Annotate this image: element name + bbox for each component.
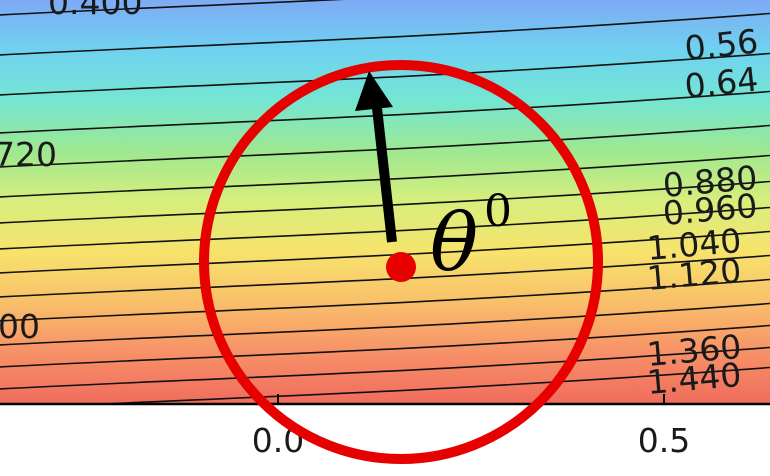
contour-label: 1.040	[645, 221, 743, 268]
svg-text:720: 720	[0, 135, 57, 174]
contour-line	[0, 254, 770, 298]
theta-point	[386, 252, 416, 282]
svg-text:0.960: 0.960	[661, 186, 759, 233]
contour-line	[0, 278, 770, 322]
gradient-arrow-shaft	[372, 107, 397, 243]
contour-label: 720	[0, 135, 57, 174]
contour-label: 0.56	[683, 21, 760, 67]
contour-line	[0, 180, 770, 224]
contour-line	[0, 90, 770, 134]
gradient-arrow-head	[355, 71, 393, 111]
contour-line	[0, 0, 346, 16]
contour-label: 1.360	[645, 327, 743, 374]
contour-label: 1.120	[645, 251, 743, 298]
contour-lines	[0, 0, 770, 404]
contour-line	[0, 124, 770, 168]
contour-line	[0, 206, 770, 250]
svg-text:00: 00	[0, 307, 40, 346]
theta-symbol: θ	[430, 196, 478, 289]
svg-text:1.120: 1.120	[645, 251, 743, 298]
contour-label: 0.880	[661, 158, 759, 205]
contour-line	[0, 154, 770, 198]
svg-text:0.56: 0.56	[683, 21, 760, 67]
svg-text:0.880: 0.880	[661, 158, 759, 205]
contour-line	[0, 302, 770, 346]
svg-text:1.040: 1.040	[645, 221, 743, 268]
svg-text:1.440: 1.440	[645, 355, 743, 402]
contour-line	[84, 366, 770, 404]
contour-label: 00	[0, 307, 40, 346]
contour-line	[0, 346, 770, 390]
contour-line	[0, 12, 770, 56]
contour-label: 0.400	[48, 0, 142, 22]
contour-label: 0.64	[683, 59, 760, 105]
svg-text:0.400: 0.400	[48, 0, 142, 22]
x-tick-label: 0.5	[638, 421, 690, 460]
contour-line	[0, 230, 770, 274]
contour-label: 0.960	[661, 186, 759, 233]
trust-region-circle	[199, 60, 603, 464]
contour-labels: 0.400 0.56 0.64 720 0.880 0.960 1.040 1.…	[0, 0, 760, 402]
svg-text:0.64: 0.64	[683, 59, 760, 105]
theta-annotation: θ 0	[199, 60, 603, 464]
theta-superscript: 0	[484, 186, 512, 237]
contour-line	[0, 324, 770, 368]
svg-text:1.360: 1.360	[645, 327, 743, 374]
contour-label: 1.440	[645, 355, 743, 402]
